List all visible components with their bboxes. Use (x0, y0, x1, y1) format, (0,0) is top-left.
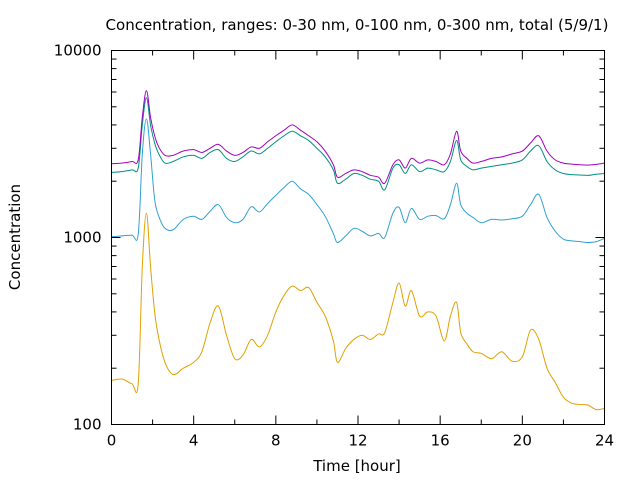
x-tick-label: 24 (595, 432, 614, 450)
y-axis-title: Concentration (6, 184, 24, 290)
series-line-2 (111, 118, 605, 244)
x-axis-title: Time [hour] (312, 457, 401, 475)
x-tick-label: 20 (513, 432, 532, 450)
x-tick-label: 8 (271, 432, 281, 450)
x-tick-label: 0 (107, 432, 117, 450)
x-tick-label: 12 (348, 432, 367, 450)
x-tick-label: 16 (431, 432, 450, 450)
x-tick-label: 4 (189, 432, 199, 450)
y-tick-label: 10000 (54, 42, 102, 60)
plot-frame (111, 50, 605, 425)
series-group (111, 90, 605, 411)
tick-labels-group: 0 4 8 12 16 20 24 100 1000 10000 (54, 42, 614, 450)
series-line-4 (111, 90, 605, 185)
y-tick-label: 100 (73, 416, 102, 434)
y-tick-label: 1000 (63, 229, 101, 247)
series-line-3 (111, 97, 605, 191)
chart-title: Concentration, ranges: 0-30 nm, 0-100 nm… (106, 16, 609, 34)
series-line-1 (111, 212, 605, 411)
